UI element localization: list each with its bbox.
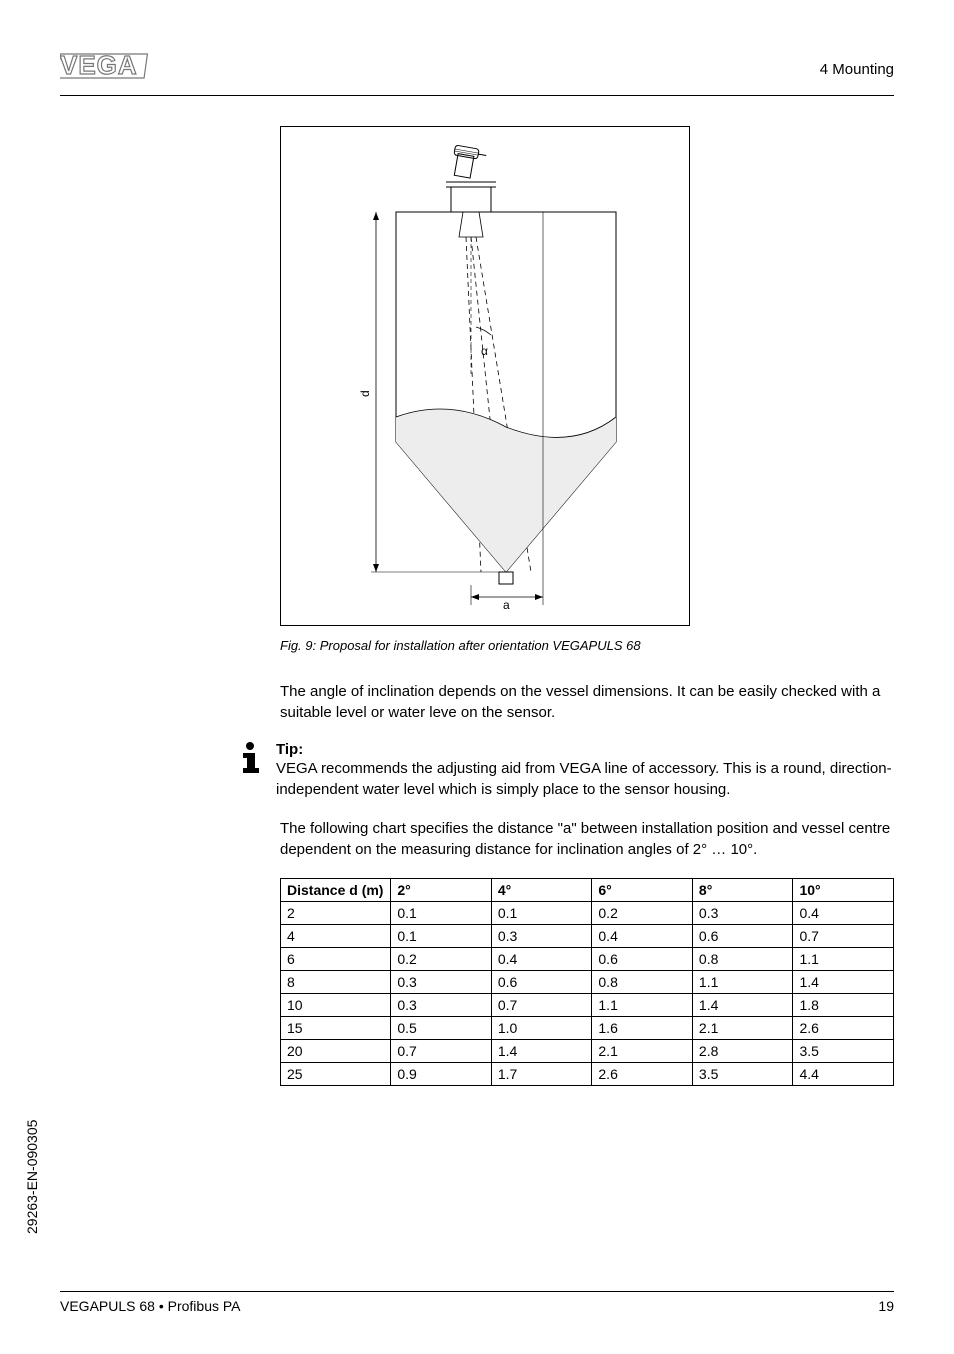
tip-block: Tip: VEGA recommends the adjusting aid f… [240, 741, 894, 800]
footer-page-number: 19 [878, 1298, 894, 1314]
info-icon [240, 741, 264, 800]
table-cell: 0.6 [692, 925, 793, 948]
table-cell: 0.2 [592, 902, 693, 925]
table-cell: 1.4 [793, 971, 894, 994]
table-cell: 2 [281, 902, 391, 925]
table-cell: 1.8 [793, 994, 894, 1017]
table-cell: 1.4 [692, 994, 793, 1017]
table-body: 20.10.10.20.30.440.10.30.40.60.760.20.40… [281, 902, 894, 1086]
tip-content: Tip: VEGA recommends the adjusting aid f… [276, 741, 894, 800]
table-cell: 20 [281, 1040, 391, 1063]
table-row: 60.20.40.60.81.1 [281, 948, 894, 971]
page-content: α d a Fig. 9: Proposal for installation … [280, 126, 894, 1086]
table-row: 100.30.71.11.41.8 [281, 994, 894, 1017]
table-cell: 0.8 [592, 971, 693, 994]
table-cell: 1.7 [491, 1063, 592, 1086]
vega-logo: VEGA [60, 50, 150, 89]
table-cell: 4 [281, 925, 391, 948]
table-cell: 2.1 [692, 1017, 793, 1040]
table-cell: 2.1 [592, 1040, 693, 1063]
table-cell: 1.1 [592, 994, 693, 1017]
table-header-cell: 10° [793, 879, 894, 902]
table-cell: 0.3 [692, 902, 793, 925]
table-header-cell: 2° [391, 879, 492, 902]
inclination-table: Distance d (m)2°4°6°8°10° 20.10.10.20.30… [280, 878, 894, 1086]
table-cell: 0.3 [491, 925, 592, 948]
table-cell: 4.4 [793, 1063, 894, 1086]
table-header-cell: 4° [491, 879, 592, 902]
table-cell: 1.6 [592, 1017, 693, 1040]
footer-left: VEGAPULS 68 • Profibus PA [60, 1298, 241, 1314]
table-cell: 2.6 [592, 1063, 693, 1086]
table-row: 20.10.10.20.30.4 [281, 902, 894, 925]
table-cell: 2.6 [793, 1017, 894, 1040]
table-cell: 8 [281, 971, 391, 994]
alpha-label: α [481, 344, 488, 358]
table-cell: 1.1 [692, 971, 793, 994]
table-header-cell: Distance d (m) [281, 879, 391, 902]
page-header: VEGA 4 Mounting [60, 50, 894, 96]
table-header-cell: 6° [592, 879, 693, 902]
table-cell: 0.6 [592, 948, 693, 971]
section-title: 4 Mounting [820, 61, 894, 78]
table-cell: 25 [281, 1063, 391, 1086]
table-cell: 10 [281, 994, 391, 1017]
table-cell: 15 [281, 1017, 391, 1040]
page-footer: VEGAPULS 68 • Profibus PA 19 [60, 1291, 894, 1314]
tip-text: VEGA recommends the adjusting aid from V… [276, 758, 894, 800]
table-cell: 0.4 [491, 948, 592, 971]
table-cell: 0.3 [391, 971, 492, 994]
table-cell: 0.7 [793, 925, 894, 948]
paragraph-2: The following chart specifies the distan… [280, 818, 894, 860]
table-cell: 3.5 [692, 1063, 793, 1086]
table-header-row: Distance d (m)2°4°6°8°10° [281, 879, 894, 902]
table-cell: 2.8 [692, 1040, 793, 1063]
d-label: d [358, 390, 372, 397]
table-cell: 6 [281, 948, 391, 971]
a-label: a [503, 598, 510, 612]
table-cell: 0.1 [491, 902, 592, 925]
table-cell: 0.5 [391, 1017, 492, 1040]
table-row: 80.30.60.81.11.4 [281, 971, 894, 994]
table-cell: 0.1 [391, 902, 492, 925]
logo-svg: VEGA [60, 50, 150, 82]
vessel-diagram-svg: α d a [281, 127, 691, 627]
table-cell: 0.6 [491, 971, 592, 994]
table-cell: 0.1 [391, 925, 492, 948]
table-cell: 0.4 [592, 925, 693, 948]
table-cell: 0.7 [391, 1040, 492, 1063]
table-cell: 0.8 [692, 948, 793, 971]
table-row: 40.10.30.40.60.7 [281, 925, 894, 948]
table-cell: 0.2 [391, 948, 492, 971]
figure-caption: Fig. 9: Proposal for installation after … [280, 638, 894, 653]
table-row: 250.91.72.63.54.4 [281, 1063, 894, 1086]
table-cell: 3.5 [793, 1040, 894, 1063]
table-cell: 1.4 [491, 1040, 592, 1063]
table-row: 150.51.01.62.12.6 [281, 1017, 894, 1040]
table-cell: 1.0 [491, 1017, 592, 1040]
paragraph-1: The angle of inclination depends on the … [280, 681, 894, 723]
table-row: 200.71.42.12.83.5 [281, 1040, 894, 1063]
table-cell: 1.1 [793, 948, 894, 971]
table-cell: 0.9 [391, 1063, 492, 1086]
table-cell: 0.3 [391, 994, 492, 1017]
tip-label: Tip: [276, 741, 894, 758]
table-header-cell: 8° [692, 879, 793, 902]
document-id-label: 29263-EN-090305 [24, 1120, 40, 1234]
figure-diagram: α d a [280, 126, 690, 626]
table-cell: 0.4 [793, 902, 894, 925]
table-cell: 0.7 [491, 994, 592, 1017]
